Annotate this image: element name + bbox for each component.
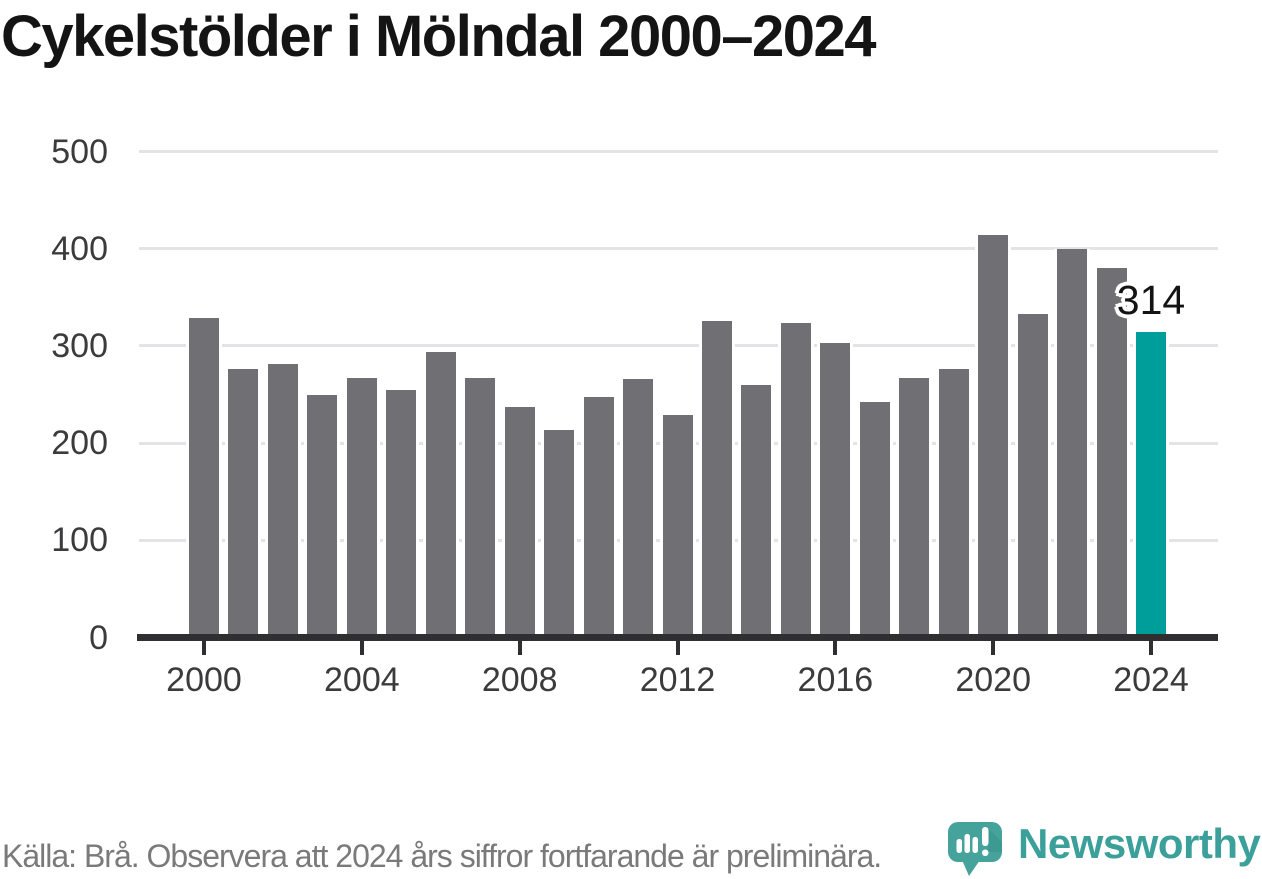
gridline-300 (139, 344, 1218, 348)
bar-2016 (817, 342, 854, 640)
bar-2013 (698, 320, 735, 640)
y-tick-label-300: 300 (51, 326, 108, 365)
bar-2014 (738, 384, 775, 640)
x-tick-label-2004: 2004 (324, 661, 400, 699)
x-tick-2000 (202, 641, 206, 655)
bar-2011 (620, 378, 657, 640)
y-tick-label-500: 500 (51, 132, 108, 171)
bar-2010 (580, 397, 617, 640)
y-tick-label-200: 200 (51, 424, 108, 463)
newsworthy-logo-text: Newsworthy (1018, 820, 1261, 867)
x-tick-2024 (1149, 641, 1154, 655)
bar-2023 (1093, 268, 1130, 640)
bar-2008 (501, 407, 538, 640)
bar-2019 (935, 369, 972, 640)
x-tick-2020 (991, 641, 996, 655)
bar-2006 (422, 351, 459, 640)
newsworthy-logo-icon (948, 822, 1002, 876)
bar-2001 (225, 369, 262, 640)
gridline-500 (139, 150, 1218, 153)
bar-2021 (1014, 313, 1051, 640)
gridline-400 (139, 247, 1218, 251)
x-tick-label-2000: 2000 (166, 661, 242, 699)
x-tick-label-2008: 2008 (481, 661, 558, 699)
bar-2004 (343, 377, 380, 640)
bar-2017 (856, 402, 893, 640)
value-label-2024: 314 (1116, 277, 1186, 323)
x-tick-2012 (675, 641, 680, 655)
bar-2000 (186, 317, 222, 640)
bar-2002 (264, 364, 301, 640)
bar-2022 (1054, 248, 1091, 640)
bar-2020 (975, 235, 1012, 640)
x-tick-label-2024: 2024 (1113, 661, 1189, 699)
y-tick-label-400: 400 (51, 229, 108, 268)
bar-2009 (541, 430, 578, 640)
x-tick-2004 (359, 641, 364, 655)
x-tick-2008 (517, 641, 522, 655)
bar-2012 (659, 414, 696, 640)
source-note: Källa: Brå. Observera att 2024 års siffr… (2, 838, 882, 874)
bar-2005 (383, 389, 420, 640)
y-tick-label-100: 100 (51, 521, 108, 560)
x-axis-line (137, 634, 1218, 641)
x-tick-label-2020: 2020 (955, 661, 1031, 699)
bar-2015 (777, 322, 814, 640)
x-tick-2016 (833, 641, 838, 655)
chart-title: Cykelstölder i Mölndal 2000–2024 (1, 4, 877, 69)
bar-2007 (462, 377, 499, 640)
x-tick-label-2016: 2016 (797, 661, 874, 699)
bar-2018 (896, 377, 933, 640)
bar-2003 (304, 395, 341, 640)
x-tick-label-2012: 2012 (639, 661, 716, 699)
bar-2024 (1133, 332, 1170, 640)
y-tick-label-0: 0 (89, 618, 108, 657)
